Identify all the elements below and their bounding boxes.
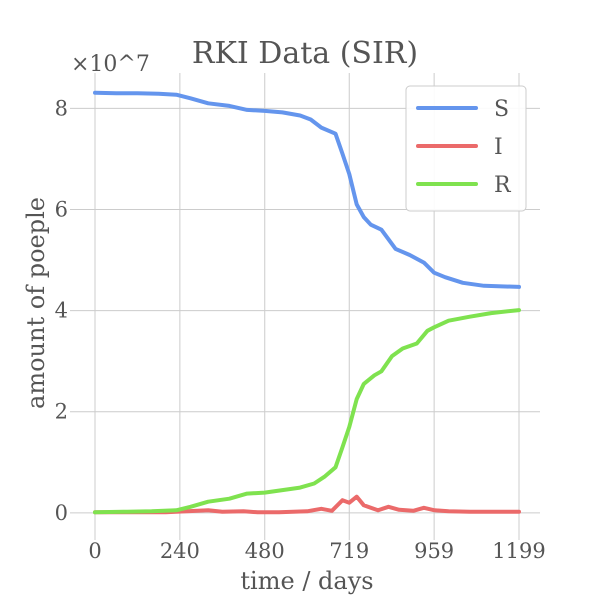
legend-box bbox=[405, 85, 527, 212]
series-lines bbox=[93, 90, 521, 515]
series-line-s bbox=[93, 90, 521, 289]
y-offset-label: ×10^7 bbox=[71, 52, 150, 77]
x-axis-label: time / days bbox=[240, 567, 373, 595]
y-tick-label: 0 bbox=[55, 501, 68, 525]
chart-title: RKI Data (SIR) bbox=[192, 36, 418, 71]
y-tick-label: 4 bbox=[55, 299, 68, 323]
x-tick-label: 719 bbox=[329, 539, 369, 563]
y-axis-label: amount of poeple bbox=[22, 197, 50, 409]
legend: SIR bbox=[405, 85, 527, 212]
x-tick-label: 240 bbox=[160, 539, 200, 563]
x-tick-label: 959 bbox=[414, 539, 454, 563]
series-line-r bbox=[93, 308, 521, 515]
x-tick-label: 0 bbox=[88, 539, 101, 563]
y-tick-label: 2 bbox=[55, 400, 68, 424]
x-tick-label: 1199 bbox=[492, 539, 545, 563]
legend-label-r: R bbox=[494, 173, 512, 198]
series-line-i bbox=[93, 494, 521, 515]
y-tick-label: 8 bbox=[55, 96, 68, 120]
x-tick-label: 480 bbox=[245, 539, 285, 563]
legend-label-i: I bbox=[494, 135, 503, 160]
legend-label-s: S bbox=[494, 97, 509, 122]
tick-labels: 0 240 480 719 959 1199 0 2 4 6 8 bbox=[55, 96, 546, 563]
y-tick-label: 6 bbox=[55, 198, 68, 222]
